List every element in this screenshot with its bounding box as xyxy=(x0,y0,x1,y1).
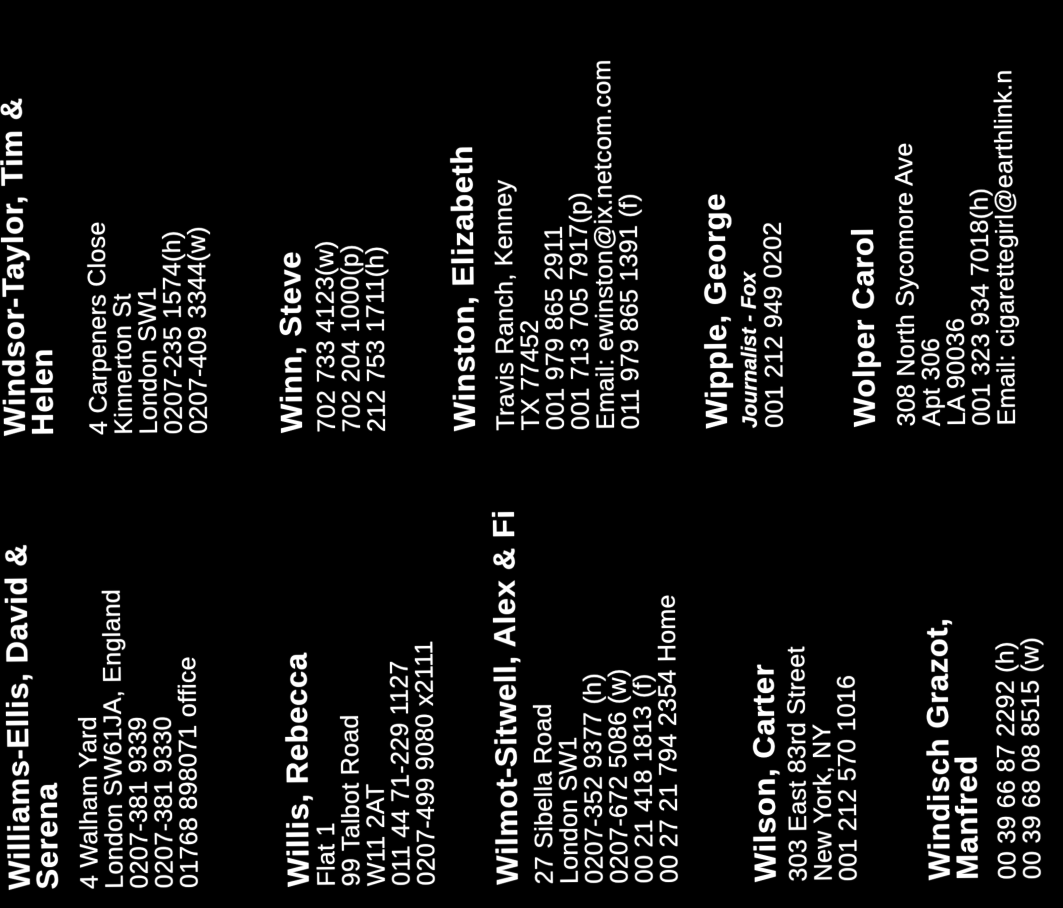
contact-name: Winston, Elizabeth xyxy=(444,144,483,432)
contact-details: 4 Walham Yard London SW61JA, England 0207-… xyxy=(74,588,204,889)
contact-name: Wolper Carol xyxy=(844,227,883,428)
contact-details: 303 East 83rd Street New York, NY 001 212 … xyxy=(782,646,863,882)
detail-line: Apt 306 xyxy=(917,337,947,427)
contact-name: Wipple, George xyxy=(696,192,735,429)
detail-line: 0207-499 9080 x2111 xyxy=(410,640,441,886)
contact-card-willis: Willis, Rebecca Flat 1 99 Talbot Road W11 … xyxy=(278,640,440,888)
detail-line: 001 212 570 1016 xyxy=(832,674,863,882)
contact-details: Travis Ranch, Kenney TX 77452 001 979 865 … xyxy=(489,59,646,431)
contact-card-williams-ellis: Williams-Ellis, David & Serena 4 Walham … xyxy=(0,543,204,890)
contact-name: Wilmot-Sitwell, Alex & Fi xyxy=(485,509,525,885)
contact-details: 27 Sibella Road London SW1 0207-352 9377 (… xyxy=(529,594,684,884)
contact-card-winn: Winn, Steve 702 733 4123(w) 702 204 1000(… xyxy=(272,240,391,434)
detail-line: 0207-409 3344(w) xyxy=(182,226,214,435)
contact-name: Winn, Steve xyxy=(272,250,310,434)
detail-line: 011 979 865 1391 (f) xyxy=(614,192,646,430)
contact-details: 001 212 949 0202 xyxy=(758,221,790,429)
contact-job-title: Journalist - Fox xyxy=(737,271,763,429)
contact-details: 702 733 4123(w) 702 204 1000(p) 212 753 17… xyxy=(311,240,392,433)
contact-card-wipple: Wipple, George Journalist - Fox 001 212 … xyxy=(696,192,789,429)
detail-line: 99 Talbot Road xyxy=(336,714,366,887)
contact-details: 4 Carpeners Close Kinnerton St London SW1 0… xyxy=(83,220,214,435)
contact-details: Flat 1 99 Talbot Road W11 2AT 011 44 71-229… xyxy=(312,640,441,887)
contact-card-windisch-grazot: Windisch Grazot, Manfred 00 39 66 87 229… xyxy=(919,617,1047,881)
contact-name: Willis, Rebecca xyxy=(278,652,316,888)
contact-card-winston: Winston, Elizabeth Travis Ranch, Kenney T… xyxy=(444,59,645,432)
contact-details: 308 North Sycomore Ave Apt 306 LA 90036 001… xyxy=(890,69,1022,427)
contact-card-wolper: Wolper Carol 308 North Sycomore Ave Apt 3… xyxy=(844,69,1021,428)
contact-card-wilmot-sitwell: Wilmot-Sitwell, Alex & Fi 27 Sibella Roa… xyxy=(485,509,684,885)
detail-line: 308 North Sycomore Ave xyxy=(890,142,922,427)
contact-details: 00 39 66 87 2292 (h) 00 39 68 08 8515 (w) xyxy=(991,636,1047,880)
contact-name-line2: Manfred xyxy=(948,754,985,881)
contact-card-windsor-taylor: Windsor-Taylor, Tim & Helen 4 Carpeners … xyxy=(0,97,213,436)
detail-line: Email: cigarettegirl@earthlink.n xyxy=(989,69,1022,426)
contact-name: Wilson, Carter xyxy=(745,663,783,883)
detail-line: Travis Ranch, Kenney xyxy=(489,179,521,431)
detail-line: 212 753 1711(h) xyxy=(361,245,392,433)
detail-line: 00 27 21 794 2354 Home xyxy=(652,594,684,884)
detail-line: 001 212 949 0202 xyxy=(758,221,790,429)
detail-line: 01768 898071 office xyxy=(173,656,204,889)
detail-line: 00 39 68 08 8515 (w) xyxy=(1016,636,1047,880)
contact-card-wilson: Wilson, Carter 303 East 83rd Street New Y… xyxy=(745,646,863,883)
